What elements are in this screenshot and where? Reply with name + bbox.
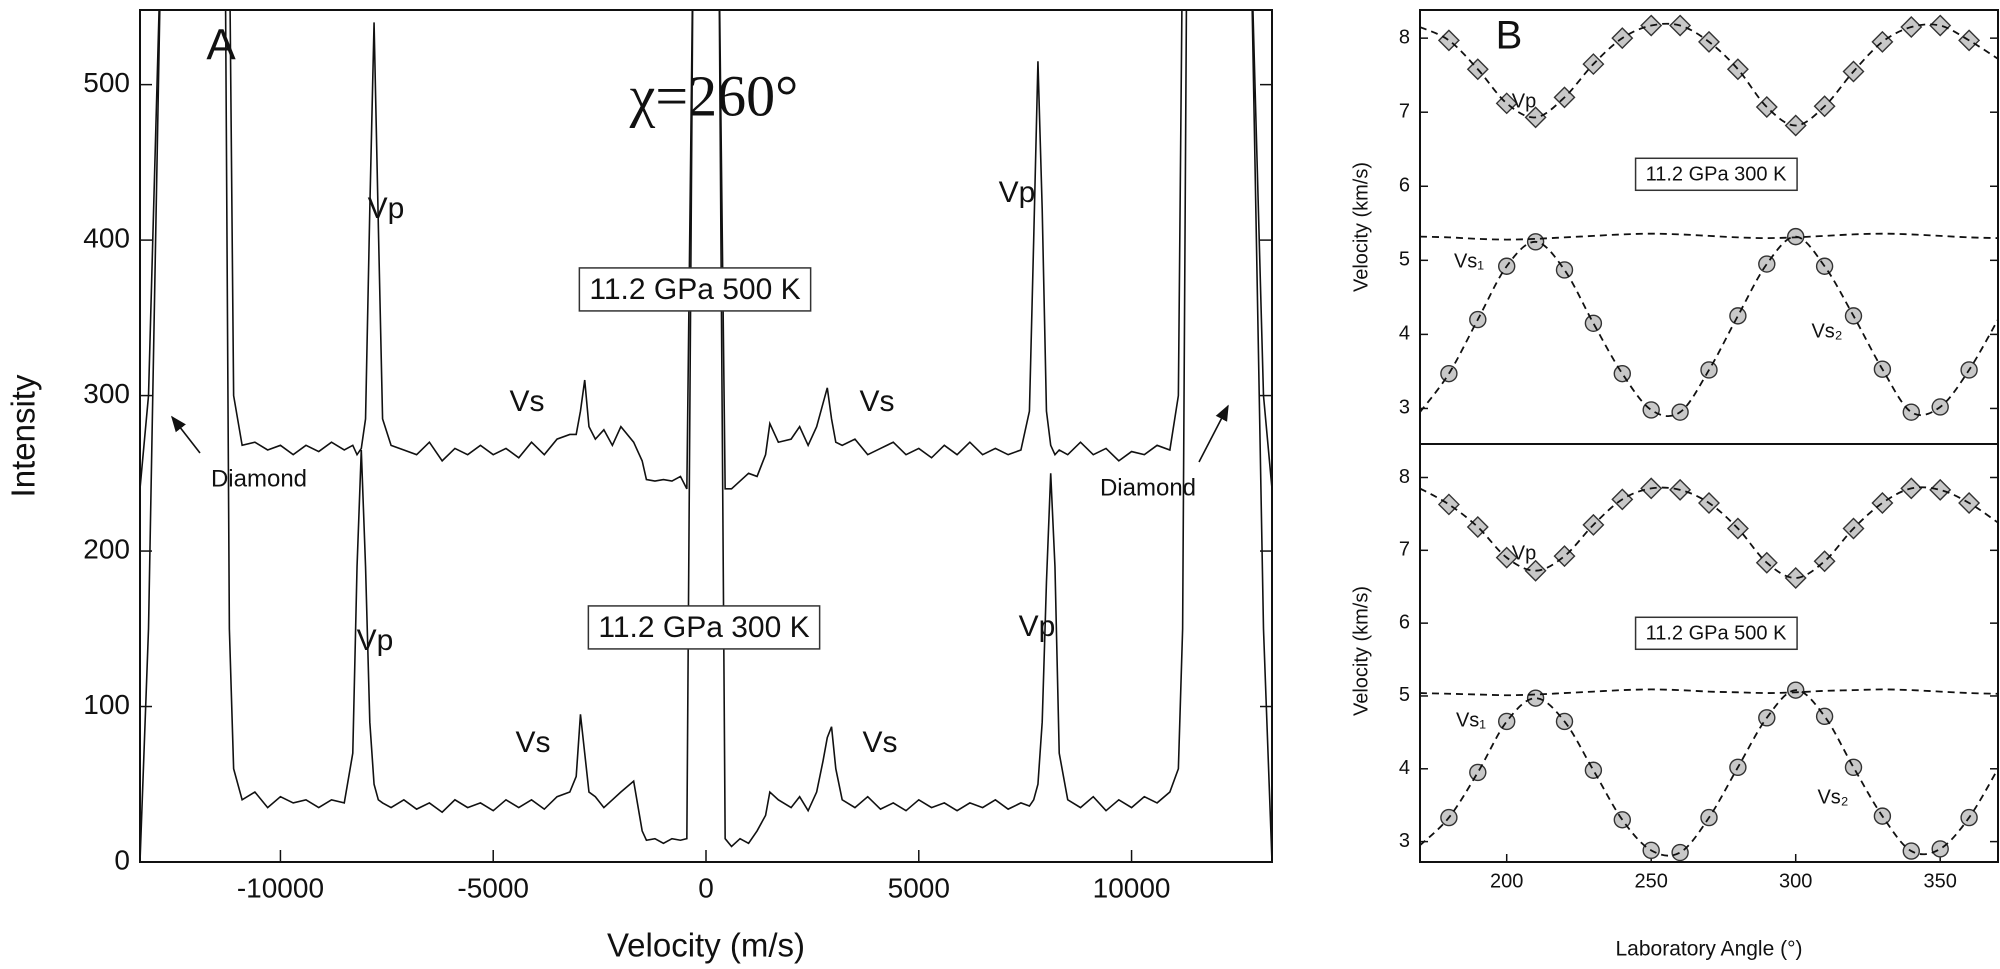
circle-marker (1584, 761, 1603, 779)
annotation: Diamond (1100, 474, 1196, 501)
y-tick-label: 0 (114, 844, 130, 875)
diamond-marker (1929, 14, 1952, 37)
annotation: Vs (859, 385, 894, 418)
label-box (578, 267, 812, 312)
diamond-marker (1871, 30, 1894, 53)
y-tick-label: 500 (83, 67, 130, 98)
circle-marker (1729, 307, 1747, 325)
y-tick-label: 4 (1399, 323, 1410, 345)
circle-marker (1758, 255, 1776, 273)
y-tick-label: 5 (1399, 249, 1410, 271)
y-tick-label: 3 (1399, 397, 1410, 419)
condition-label: 11.2 GPa 300 K (1646, 163, 1788, 185)
plot-frame (139, 9, 1273, 863)
circle-marker (1555, 261, 1574, 279)
fit-curve (1420, 22, 1998, 127)
label-box (1634, 157, 1798, 192)
plot-area (140, 10, 1272, 862)
y-tick-label: 8 (1399, 26, 1410, 48)
circle-marker (1671, 843, 1689, 862)
x-tick-label: -10000 (237, 872, 324, 903)
annotation: Vs₁ (1454, 250, 1484, 272)
annotation: Vp (1512, 542, 1536, 564)
y-tick-label: 300 (83, 378, 130, 409)
diamond-marker (1437, 493, 1460, 516)
y-tick-label: 5 (1399, 684, 1410, 706)
annotation: χ=260° (629, 63, 799, 128)
annotation: Vs₂ (1817, 786, 1848, 808)
x-axis-title: Laboratory Angle (°) (1615, 938, 1802, 961)
y-tick-label: 6 (1399, 611, 1410, 633)
circle-marker (1469, 763, 1487, 782)
x-tick-label: 10000 (1093, 872, 1171, 903)
circle-marker (1526, 689, 1545, 707)
fit-curve (1420, 688, 1998, 697)
diamond-arrow (1198, 404, 1229, 463)
y-tick-label: 3 (1399, 830, 1410, 852)
annotation: Vs₁ (1456, 709, 1486, 731)
x-tick-label: 250 (1635, 870, 1668, 892)
label-box (1634, 616, 1798, 651)
fit-curve (1420, 486, 1998, 579)
panel-label: A (206, 21, 236, 70)
annotation: Vp (1512, 90, 1536, 112)
x-tick-label: 300 (1779, 870, 1812, 892)
spectrum-line (140, 10, 1272, 490)
y-tick-label: 8 (1399, 466, 1410, 488)
annotation: Diamond (211, 465, 307, 492)
y-tick-label: 7 (1399, 100, 1410, 122)
y-axis-title: Intensity (5, 374, 42, 497)
diamond-marker (1813, 550, 1836, 573)
x-tick-label: 5000 (888, 872, 950, 903)
fit-curve (1420, 232, 1998, 241)
circle-marker (1931, 840, 1949, 858)
annotation: Vs (509, 385, 544, 418)
y-tick-label: 7 (1399, 539, 1410, 561)
circle-marker (1613, 364, 1632, 383)
diamond-marker (1871, 491, 1894, 514)
x-tick-label: 200 (1490, 870, 1523, 892)
condition-label: 11.2 GPa 500 K (589, 273, 800, 306)
x-axis-title: Velocity (m/s) (607, 927, 805, 964)
diamond-marker (1784, 567, 1807, 589)
circle-marker (1844, 758, 1863, 777)
annotation: Vs₂ (1811, 320, 1842, 342)
x-tick-label: -5000 (457, 872, 529, 903)
label-box (587, 605, 821, 650)
y-axis-title: Velocity (km/s) (1350, 586, 1372, 716)
spectrum-line (140, 10, 1272, 862)
circle-marker (1584, 314, 1603, 332)
fit-curve (1420, 689, 1998, 857)
x-tick-label: 0 (698, 872, 714, 903)
annotation: Vp (999, 176, 1036, 209)
fit-curve (1420, 235, 1998, 417)
diamond-marker (1929, 478, 1952, 501)
y-tick-label: 100 (83, 689, 130, 720)
y-tick-label: 6 (1399, 175, 1410, 197)
annotation: Vs (515, 726, 550, 759)
annotation: Vp (357, 624, 394, 657)
annotation: Vs (862, 726, 897, 759)
y-tick-label: 400 (83, 222, 130, 253)
plot-frame (1419, 443, 1999, 863)
condition-label: 11.2 GPa 300 K (598, 611, 809, 644)
y-axis-title: Velocity (km/s) (1350, 162, 1372, 292)
condition-label: 11.2 GPa 500 K (1646, 622, 1788, 644)
x-tick-label: 350 (1924, 870, 1957, 892)
panel-label: B (1496, 14, 1523, 58)
annotation: Vp (368, 192, 405, 225)
plot-frame (1419, 9, 1999, 445)
annotation: Vp (1019, 610, 1056, 643)
y-tick-label: 4 (1399, 757, 1410, 779)
circle-marker (1815, 707, 1834, 726)
plot-area (1420, 477, 1998, 862)
y-tick-label: 200 (83, 533, 130, 564)
plot-area (1420, 14, 1998, 421)
diamond-arrow (171, 415, 201, 454)
diamond-marker (1726, 58, 1749, 81)
